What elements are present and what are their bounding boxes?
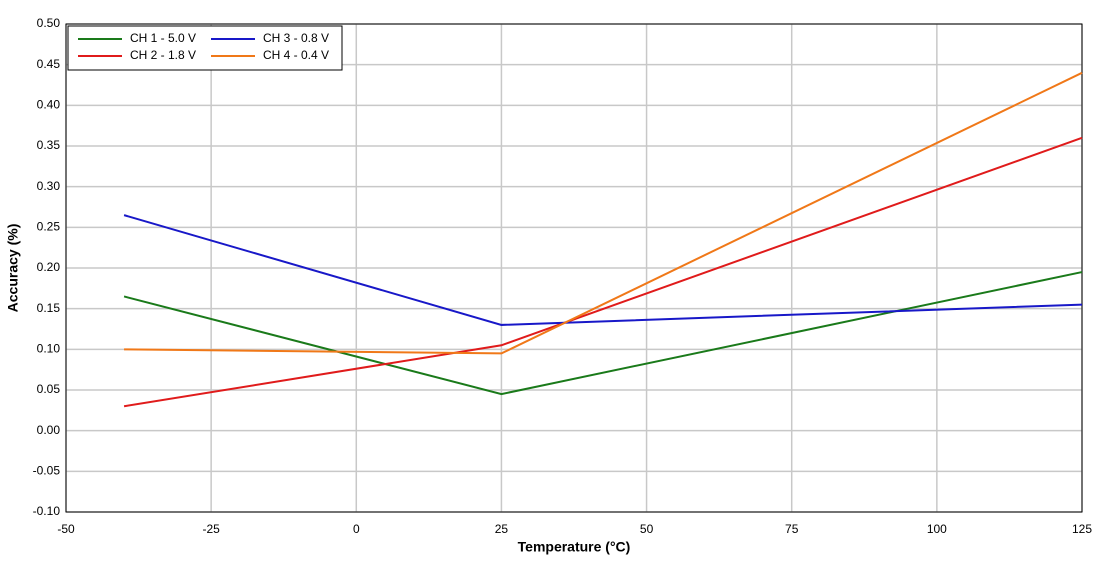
legend-label: CH 4 - 0.4 V <box>263 48 329 62</box>
y-tick-label: 0.30 <box>37 179 61 193</box>
series-line <box>124 71 1083 355</box>
y-tick-label: 0.20 <box>37 260 61 274</box>
x-tick-label: -50 <box>57 522 75 536</box>
y-tick-label: -0.10 <box>33 504 61 518</box>
x-tick-label: 75 <box>785 522 799 536</box>
y-tick-label: 0.40 <box>37 98 61 112</box>
legend-box <box>67 25 343 71</box>
series-line <box>123 136 1083 408</box>
y-tick-label: 0.50 <box>37 16 61 30</box>
y-tick-label: 0.05 <box>37 382 61 396</box>
y-tick-label: -0.05 <box>33 464 61 478</box>
plot-border <box>65 23 1083 513</box>
x-tick-label: -25 <box>202 522 220 536</box>
y-tick-label: 0.15 <box>37 301 61 315</box>
y-tick-label: 0.25 <box>37 220 61 234</box>
series-line <box>123 271 1083 396</box>
legend-label: CH 1 - 5.0 V <box>130 31 196 45</box>
legend-label: CH 2 - 1.8 V <box>130 48 196 62</box>
x-tick-label: 0 <box>353 522 360 536</box>
x-axis-title: Temperature (°C) <box>518 539 631 555</box>
x-tick-label: 25 <box>495 522 509 536</box>
x-tick-label: 100 <box>927 522 947 536</box>
x-tick-label: 125 <box>1072 522 1092 536</box>
legend-label: CH 3 - 0.8 V <box>263 31 329 45</box>
y-tick-label: 0.10 <box>37 342 61 356</box>
y-tick-label: 0.35 <box>37 138 61 152</box>
series-line <box>123 214 1083 326</box>
y-tick-label: 0.00 <box>37 423 61 437</box>
y-tick-label: 0.45 <box>37 57 61 71</box>
y-axis-title: Accuracy (%) <box>5 224 21 313</box>
x-tick-label: 50 <box>640 522 654 536</box>
